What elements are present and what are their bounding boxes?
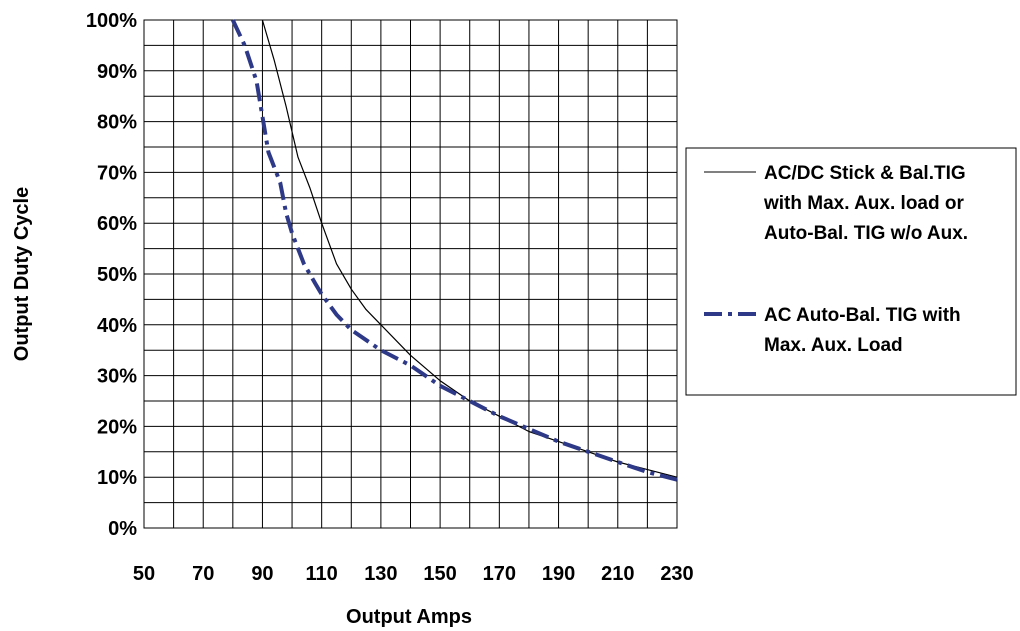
x-tick-label: 230 <box>660 563 693 585</box>
legend-label-series-1-line-2: with Max. Aux. load or <box>763 193 964 214</box>
x-tick-labels: 50 70 90 110 130 150 170 190 210 230 <box>133 563 694 585</box>
y-tick-label: 90% <box>97 61 137 83</box>
x-tick-label: 190 <box>542 563 575 585</box>
x-tick-label: 110 <box>306 563 338 585</box>
legend-label-series-2-line-1: AC Auto-Bal. TIG with <box>764 305 961 326</box>
y-tick-label: 20% <box>97 416 137 438</box>
legend-box <box>685 147 1017 396</box>
plot-border <box>143 19 678 529</box>
y-tick-label: 50% <box>97 264 137 286</box>
legend-label-series-1-line-3: Auto-Bal. TIG w/o Aux. <box>764 223 968 244</box>
y-tick-label: 0% <box>108 518 137 540</box>
x-tick-label: 50 <box>133 563 155 585</box>
x-tick-label: 130 <box>364 563 397 585</box>
legend-label-series-1-line-1: AC/DC Stick & Bal.TIG <box>764 163 966 184</box>
series-1-line <box>261 19 678 478</box>
y-tick-label: 100% <box>86 10 137 32</box>
legend: AC/DC Stick & Bal.TIG with Max. Aux. loa… <box>685 147 1017 396</box>
y-tick-label: 70% <box>97 162 137 184</box>
y-axis-label: Output Duty Cycle <box>11 187 33 361</box>
series-layer <box>230 19 678 482</box>
x-tick-label: 90 <box>251 563 273 585</box>
y-tick-labels: 0% 10% 20% 30% 40% 50% 60% 70% 80% 90% 100% <box>86 10 137 540</box>
series-2-line <box>230 19 678 482</box>
x-tick-label: 70 <box>192 563 214 585</box>
legend-label-series-2-line-2: Max. Aux. Load <box>764 335 903 356</box>
x-tick-label: 210 <box>601 563 634 585</box>
x-tick-label: 170 <box>483 563 516 585</box>
y-tick-label: 10% <box>97 467 137 489</box>
y-tick-label: 40% <box>97 315 137 337</box>
y-tick-label: 30% <box>97 366 137 388</box>
grid-lines <box>143 19 678 529</box>
y-tick-label: 60% <box>97 213 137 235</box>
x-axis-label: Output Amps <box>346 606 472 628</box>
y-tick-label: 80% <box>97 112 137 134</box>
x-tick-label: 150 <box>423 563 456 585</box>
